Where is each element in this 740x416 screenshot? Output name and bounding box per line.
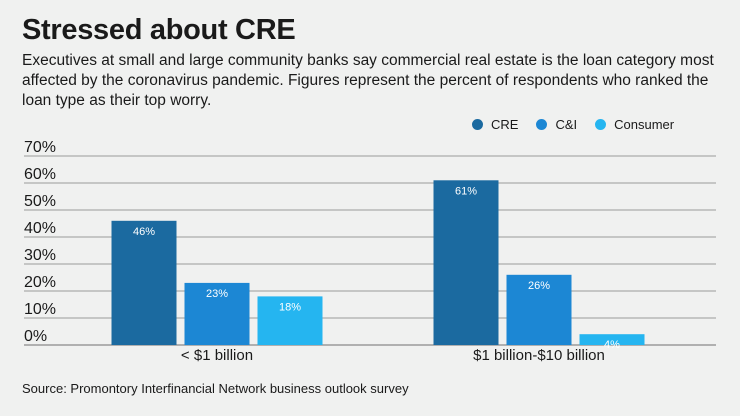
y-tick-label: 70% xyxy=(24,139,56,156)
chart-subtitle: Executives at small and large community … xyxy=(22,52,714,109)
bar xyxy=(111,220,177,345)
y-tick-label: 10% xyxy=(24,301,56,318)
y-tick-label: 40% xyxy=(24,220,56,237)
y-tick-label: 50% xyxy=(24,193,56,210)
legend-label-consumer: Consumer xyxy=(614,117,675,132)
bar xyxy=(184,282,250,345)
bar xyxy=(433,180,499,345)
bar-data-label: 61% xyxy=(455,185,477,197)
legend-item-ci: C&I xyxy=(536,117,577,132)
legend-swatch-ci xyxy=(536,119,548,130)
source-note: Source: Promontory Interfinancial Networ… xyxy=(22,381,409,396)
y-tick-label: 20% xyxy=(24,274,56,291)
bar-data-label: 4% xyxy=(604,339,620,351)
legend-item-cre: CRE xyxy=(472,117,518,132)
legend-item-consumer: Consumer xyxy=(595,117,674,132)
bar xyxy=(257,296,323,345)
bar-data-label: 18% xyxy=(279,301,301,313)
y-tick-label: 60% xyxy=(24,166,56,183)
bar-data-label: 26% xyxy=(528,280,550,292)
bar xyxy=(579,334,645,345)
legend-swatch-cre xyxy=(472,119,483,130)
bar-data-label: 23% xyxy=(206,288,228,300)
bar xyxy=(506,274,572,345)
y-tick-label: 30% xyxy=(24,247,56,264)
chart-title: Stressed about CRE xyxy=(22,14,296,46)
legend-swatch-consumer xyxy=(595,119,607,130)
legend: CRE C&I Consumer xyxy=(472,117,674,132)
legend-label-cre: CRE xyxy=(491,117,519,132)
x-category-label: $1 billion-$10 billion xyxy=(473,347,605,364)
y-tick-label: 0% xyxy=(24,328,47,345)
legend-label-ci: C&I xyxy=(555,117,578,132)
x-category-label: < $1 billion xyxy=(181,347,253,364)
bar-data-label: 46% xyxy=(133,226,155,238)
